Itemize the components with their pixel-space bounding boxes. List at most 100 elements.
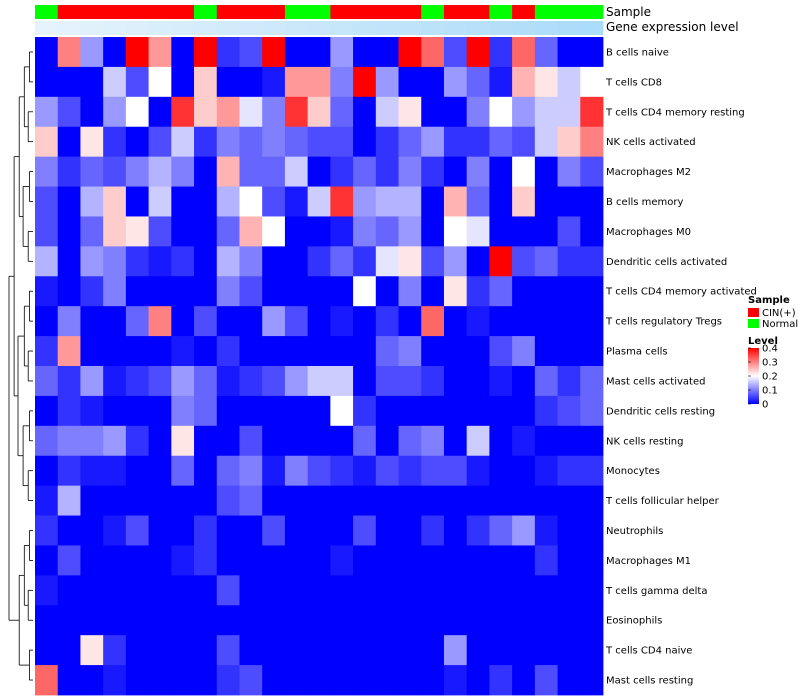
row-label: Plasma cells bbox=[606, 347, 668, 358]
heatmap-cell bbox=[330, 425, 354, 457]
heatmap-cell bbox=[421, 455, 445, 487]
heatmap-cell bbox=[307, 336, 331, 367]
heatmap-cell bbox=[239, 605, 263, 636]
heatmap-cell bbox=[35, 455, 59, 487]
heatmap-cell bbox=[580, 186, 604, 217]
heatmap-cell bbox=[216, 366, 240, 397]
heatmap-cell bbox=[398, 306, 422, 337]
heatmap-cell bbox=[375, 575, 399, 606]
sample-cell bbox=[353, 5, 377, 19]
heatmap-cell bbox=[466, 515, 490, 546]
heatmap-cell bbox=[307, 37, 331, 68]
heatmap-cell bbox=[216, 575, 240, 606]
heatmap-cell bbox=[284, 545, 309, 576]
heatmap-cell bbox=[148, 66, 172, 98]
heatmap-cell bbox=[103, 246, 127, 277]
heatmap-cell bbox=[443, 96, 468, 128]
heatmap-cell bbox=[466, 126, 490, 158]
heatmap-cell bbox=[239, 37, 263, 68]
heatmap-cell bbox=[557, 186, 581, 217]
heatmap-cell bbox=[35, 366, 59, 397]
heatmap-cell bbox=[534, 515, 558, 546]
row-label: Macrophages M0 bbox=[606, 227, 691, 238]
heatmap-cells bbox=[35, 37, 604, 696]
heatmap-cell bbox=[284, 425, 309, 457]
heatmap-cell bbox=[307, 156, 331, 187]
sample-cell bbox=[216, 5, 240, 19]
heatmap-cell bbox=[57, 425, 81, 457]
gene-expression-cell bbox=[512, 21, 536, 35]
heatmap-cell bbox=[443, 635, 468, 666]
heatmap-cell bbox=[353, 306, 377, 337]
heatmap-cell bbox=[262, 395, 286, 427]
gene-expression-cell bbox=[443, 21, 468, 35]
heatmap-cell bbox=[353, 186, 377, 217]
heatmap-cell bbox=[398, 515, 422, 546]
heatmap-cell bbox=[307, 515, 331, 546]
heatmap-cell bbox=[284, 395, 309, 427]
heatmap-cell bbox=[466, 575, 490, 606]
heatmap-cell bbox=[512, 545, 536, 576]
heatmap-cell bbox=[284, 156, 309, 187]
heatmap-cell bbox=[307, 66, 331, 98]
heatmap-cell bbox=[557, 37, 581, 68]
heatmap-cell bbox=[216, 545, 240, 576]
heatmap-cell bbox=[443, 156, 468, 187]
heatmap-cell bbox=[148, 336, 172, 367]
legend-swatch-cin bbox=[748, 308, 759, 317]
heatmap-cell bbox=[262, 37, 286, 68]
heatmap-cell bbox=[580, 455, 604, 487]
heatmap-cell bbox=[57, 96, 81, 128]
heatmap-cell bbox=[194, 216, 218, 247]
heatmap-cell bbox=[148, 635, 172, 666]
gene-expression-cell bbox=[80, 21, 104, 35]
heatmap-cell bbox=[148, 605, 172, 636]
heatmap-cell bbox=[580, 395, 604, 427]
heatmap-cell bbox=[580, 276, 604, 307]
heatmap-cell bbox=[262, 276, 286, 307]
row-label: Neutrophils bbox=[606, 526, 663, 537]
heatmap-cell bbox=[216, 605, 240, 636]
gene-expression-cell bbox=[103, 21, 127, 35]
heatmap-cell bbox=[171, 545, 195, 576]
heatmap-cell bbox=[398, 575, 422, 606]
heatmap-cell bbox=[148, 246, 172, 277]
heatmap-cell bbox=[353, 336, 377, 367]
heatmap-cell bbox=[262, 545, 286, 576]
heatmap-cell bbox=[80, 96, 104, 128]
heatmap-cell bbox=[421, 575, 445, 606]
sample-cell bbox=[489, 5, 513, 19]
heatmap-cell bbox=[580, 485, 604, 516]
heatmap-cell bbox=[307, 276, 331, 307]
heatmap-cell bbox=[398, 545, 422, 576]
heatmap-cell bbox=[534, 246, 558, 277]
heatmap-cell bbox=[284, 635, 309, 666]
heatmap-cell bbox=[580, 306, 604, 337]
heatmap-cell bbox=[375, 395, 399, 427]
heatmap-cell bbox=[330, 485, 354, 516]
heatmap-cell bbox=[534, 66, 558, 98]
heatmap-cell bbox=[194, 455, 218, 487]
heatmap-cell bbox=[307, 216, 331, 247]
heatmap-cell bbox=[239, 455, 263, 487]
heatmap-cell bbox=[398, 665, 422, 696]
sample-cell bbox=[194, 5, 218, 19]
heatmap-cell bbox=[512, 635, 536, 666]
heatmap-cell bbox=[284, 186, 309, 217]
heatmap-cell bbox=[262, 306, 286, 337]
heatmap-cell bbox=[103, 37, 127, 68]
gene-expression-cell bbox=[57, 21, 81, 35]
heatmap-cell bbox=[307, 635, 331, 666]
heatmap-cell bbox=[35, 485, 59, 516]
heatmap-cell bbox=[512, 665, 536, 696]
heatmap-cell bbox=[148, 216, 172, 247]
heatmap-cell bbox=[35, 665, 59, 696]
heatmap-cell bbox=[284, 366, 309, 397]
heatmap-cell bbox=[512, 485, 536, 516]
heatmap-cell bbox=[421, 306, 445, 337]
sample-cell bbox=[330, 5, 354, 19]
heatmap-cell bbox=[580, 545, 604, 576]
heatmap-cell bbox=[103, 66, 127, 98]
heatmap-cell bbox=[125, 395, 149, 427]
heatmap-cell bbox=[534, 336, 558, 367]
